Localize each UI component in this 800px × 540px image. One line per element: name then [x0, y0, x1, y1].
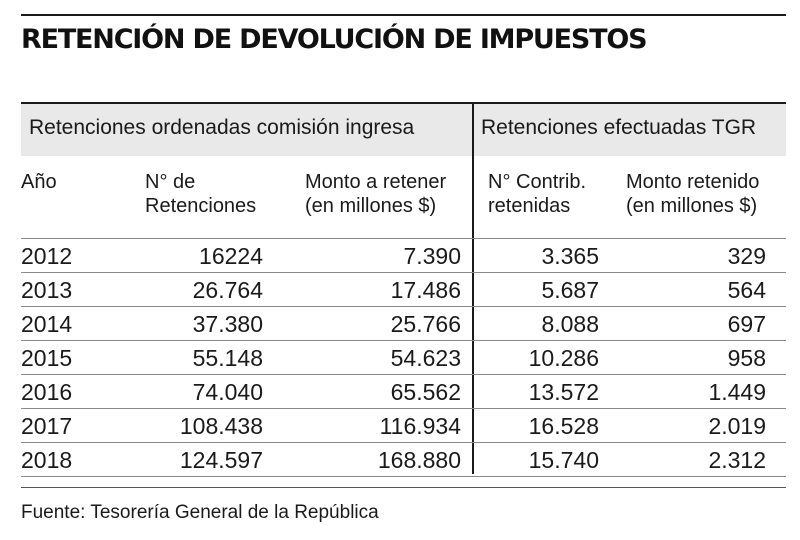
cell-n-retenciones: 16224	[199, 243, 263, 269]
cell-anio: 2012	[21, 243, 73, 269]
column-header-monto-retenido: Monto retenido (en millones $)	[626, 171, 760, 217]
column-divider	[472, 102, 474, 474]
cell-n-retenciones: 55.148	[192, 345, 263, 371]
cell-n-contrib: 8.088	[541, 311, 599, 337]
page-title: RETENCIÓN DE DEVOLUCIÓN DE IMPUESTOS	[21, 24, 648, 55]
column-header-n-retenciones: N° de Retenciones	[145, 171, 257, 217]
cell-n-contrib: 16.528	[528, 413, 599, 439]
bottom-rule	[21, 487, 786, 488]
cell-monto-retenido: 958	[727, 345, 766, 371]
table-body: 2012 16224 7.390 3.365 329 2013 26.764 1…	[21, 238, 786, 477]
table-row: 2013 26.764 17.486 5.687 564	[21, 272, 786, 306]
cell-monto-retenido: 1.449	[708, 379, 766, 405]
cell-anio: 2015	[21, 345, 73, 371]
cell-anio: 2017	[21, 413, 73, 439]
cell-monto-retenido: 697	[727, 311, 766, 337]
column-header-n-contrib: N° Contrib. retenidas	[488, 171, 587, 217]
column-header-monto-retener: Monto a retener (en millones $)	[305, 171, 447, 217]
top-rule	[21, 14, 786, 16]
table-top-rule	[21, 102, 786, 104]
cell-n-retenciones: 124.597	[179, 447, 263, 473]
cell-n-retenciones: 26.764	[192, 277, 263, 303]
table-row: 2014 37.380 25.766 8.088 697	[21, 306, 786, 340]
table-row: 2017 108.438 116.934 16.528 2.019	[21, 408, 786, 442]
cell-monto-retenido: 564	[727, 277, 766, 303]
column-header-anio: Año	[21, 171, 57, 193]
cell-n-retenciones: 108.438	[179, 413, 263, 439]
table-row: 2012 16224 7.390 3.365 329	[21, 238, 786, 272]
cell-n-contrib: 13.572	[528, 379, 599, 405]
group-header-ordenadas: Retenciones ordenadas comisión ingresa	[29, 116, 415, 139]
cell-anio: 2013	[21, 277, 73, 303]
cell-monto-retenido: 2.019	[708, 413, 766, 439]
cell-n-retenciones: 37.380	[192, 311, 263, 337]
cell-anio: 2018	[21, 447, 73, 473]
cell-monto-retener: 168.880	[377, 447, 461, 473]
table-row: 2018 124.597 168.880 15.740 2.312	[21, 442, 786, 477]
cell-monto-retener: 65.562	[390, 379, 461, 405]
table-row: 2016 74.040 65.562 13.572 1.449	[21, 374, 786, 408]
source-note: Fuente: Tesorería General de la Repúblic…	[21, 502, 379, 523]
cell-n-contrib: 10.286	[528, 345, 599, 371]
cell-monto-retener: 54.623	[390, 345, 461, 371]
group-header-efectuadas: Retenciones efectuadas TGR	[481, 116, 757, 139]
cell-n-retenciones: 74.040	[192, 379, 263, 405]
cell-monto-retenido: 329	[727, 243, 766, 269]
cell-n-contrib: 3.365	[541, 243, 599, 269]
cell-monto-retener: 7.390	[403, 243, 461, 269]
cell-n-contrib: 5.687	[541, 277, 599, 303]
cell-anio: 2014	[21, 311, 73, 337]
cell-monto-retener: 25.766	[390, 311, 461, 337]
table-row: 2015 55.148 54.623 10.286 958	[21, 340, 786, 374]
cell-monto-retener: 17.486	[390, 277, 461, 303]
cell-monto-retenido: 2.312	[708, 447, 766, 473]
cell-anio: 2016	[21, 379, 73, 405]
group-header-band	[21, 104, 786, 156]
cell-monto-retener: 116.934	[379, 413, 461, 439]
cell-n-contrib: 15.740	[528, 447, 599, 473]
